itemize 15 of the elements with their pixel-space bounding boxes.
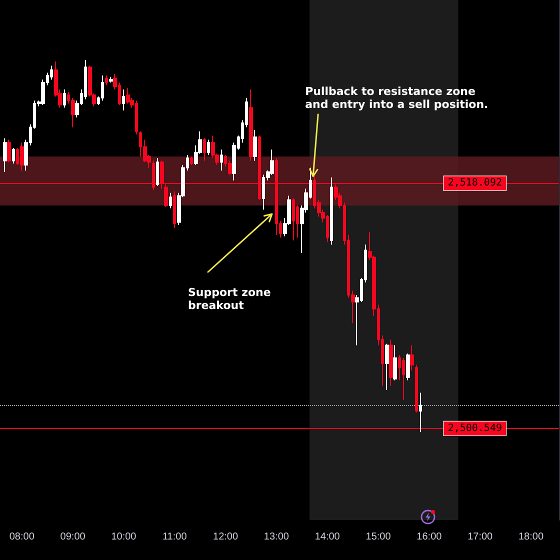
x-tick-label: 10:00 (111, 532, 137, 542)
x-tick-label: 16:00 (416, 532, 442, 542)
y-tick-label: 2,518.092 (448, 178, 502, 189)
x-tick-label: 09:00 (60, 532, 86, 542)
annotation: Support zone breakout (188, 286, 272, 312)
annotation: Pullback to resistance zone and entry into a sell position. (305, 85, 490, 112)
x-tick-label: 11:00 (162, 532, 188, 542)
x-tick-label: 17:00 (468, 532, 494, 542)
y-tick-label: 2,500.549 (448, 422, 502, 434)
x-tick-label: 08:00 (9, 532, 35, 542)
x-tick-label: 14:00 (314, 532, 340, 542)
x-tick-label: 15:00 (366, 532, 392, 542)
x-tick-label: 12:00 (213, 532, 238, 542)
x-tick-label: 18:00 (518, 532, 544, 542)
x-tick-label: 13:00 (264, 532, 290, 542)
